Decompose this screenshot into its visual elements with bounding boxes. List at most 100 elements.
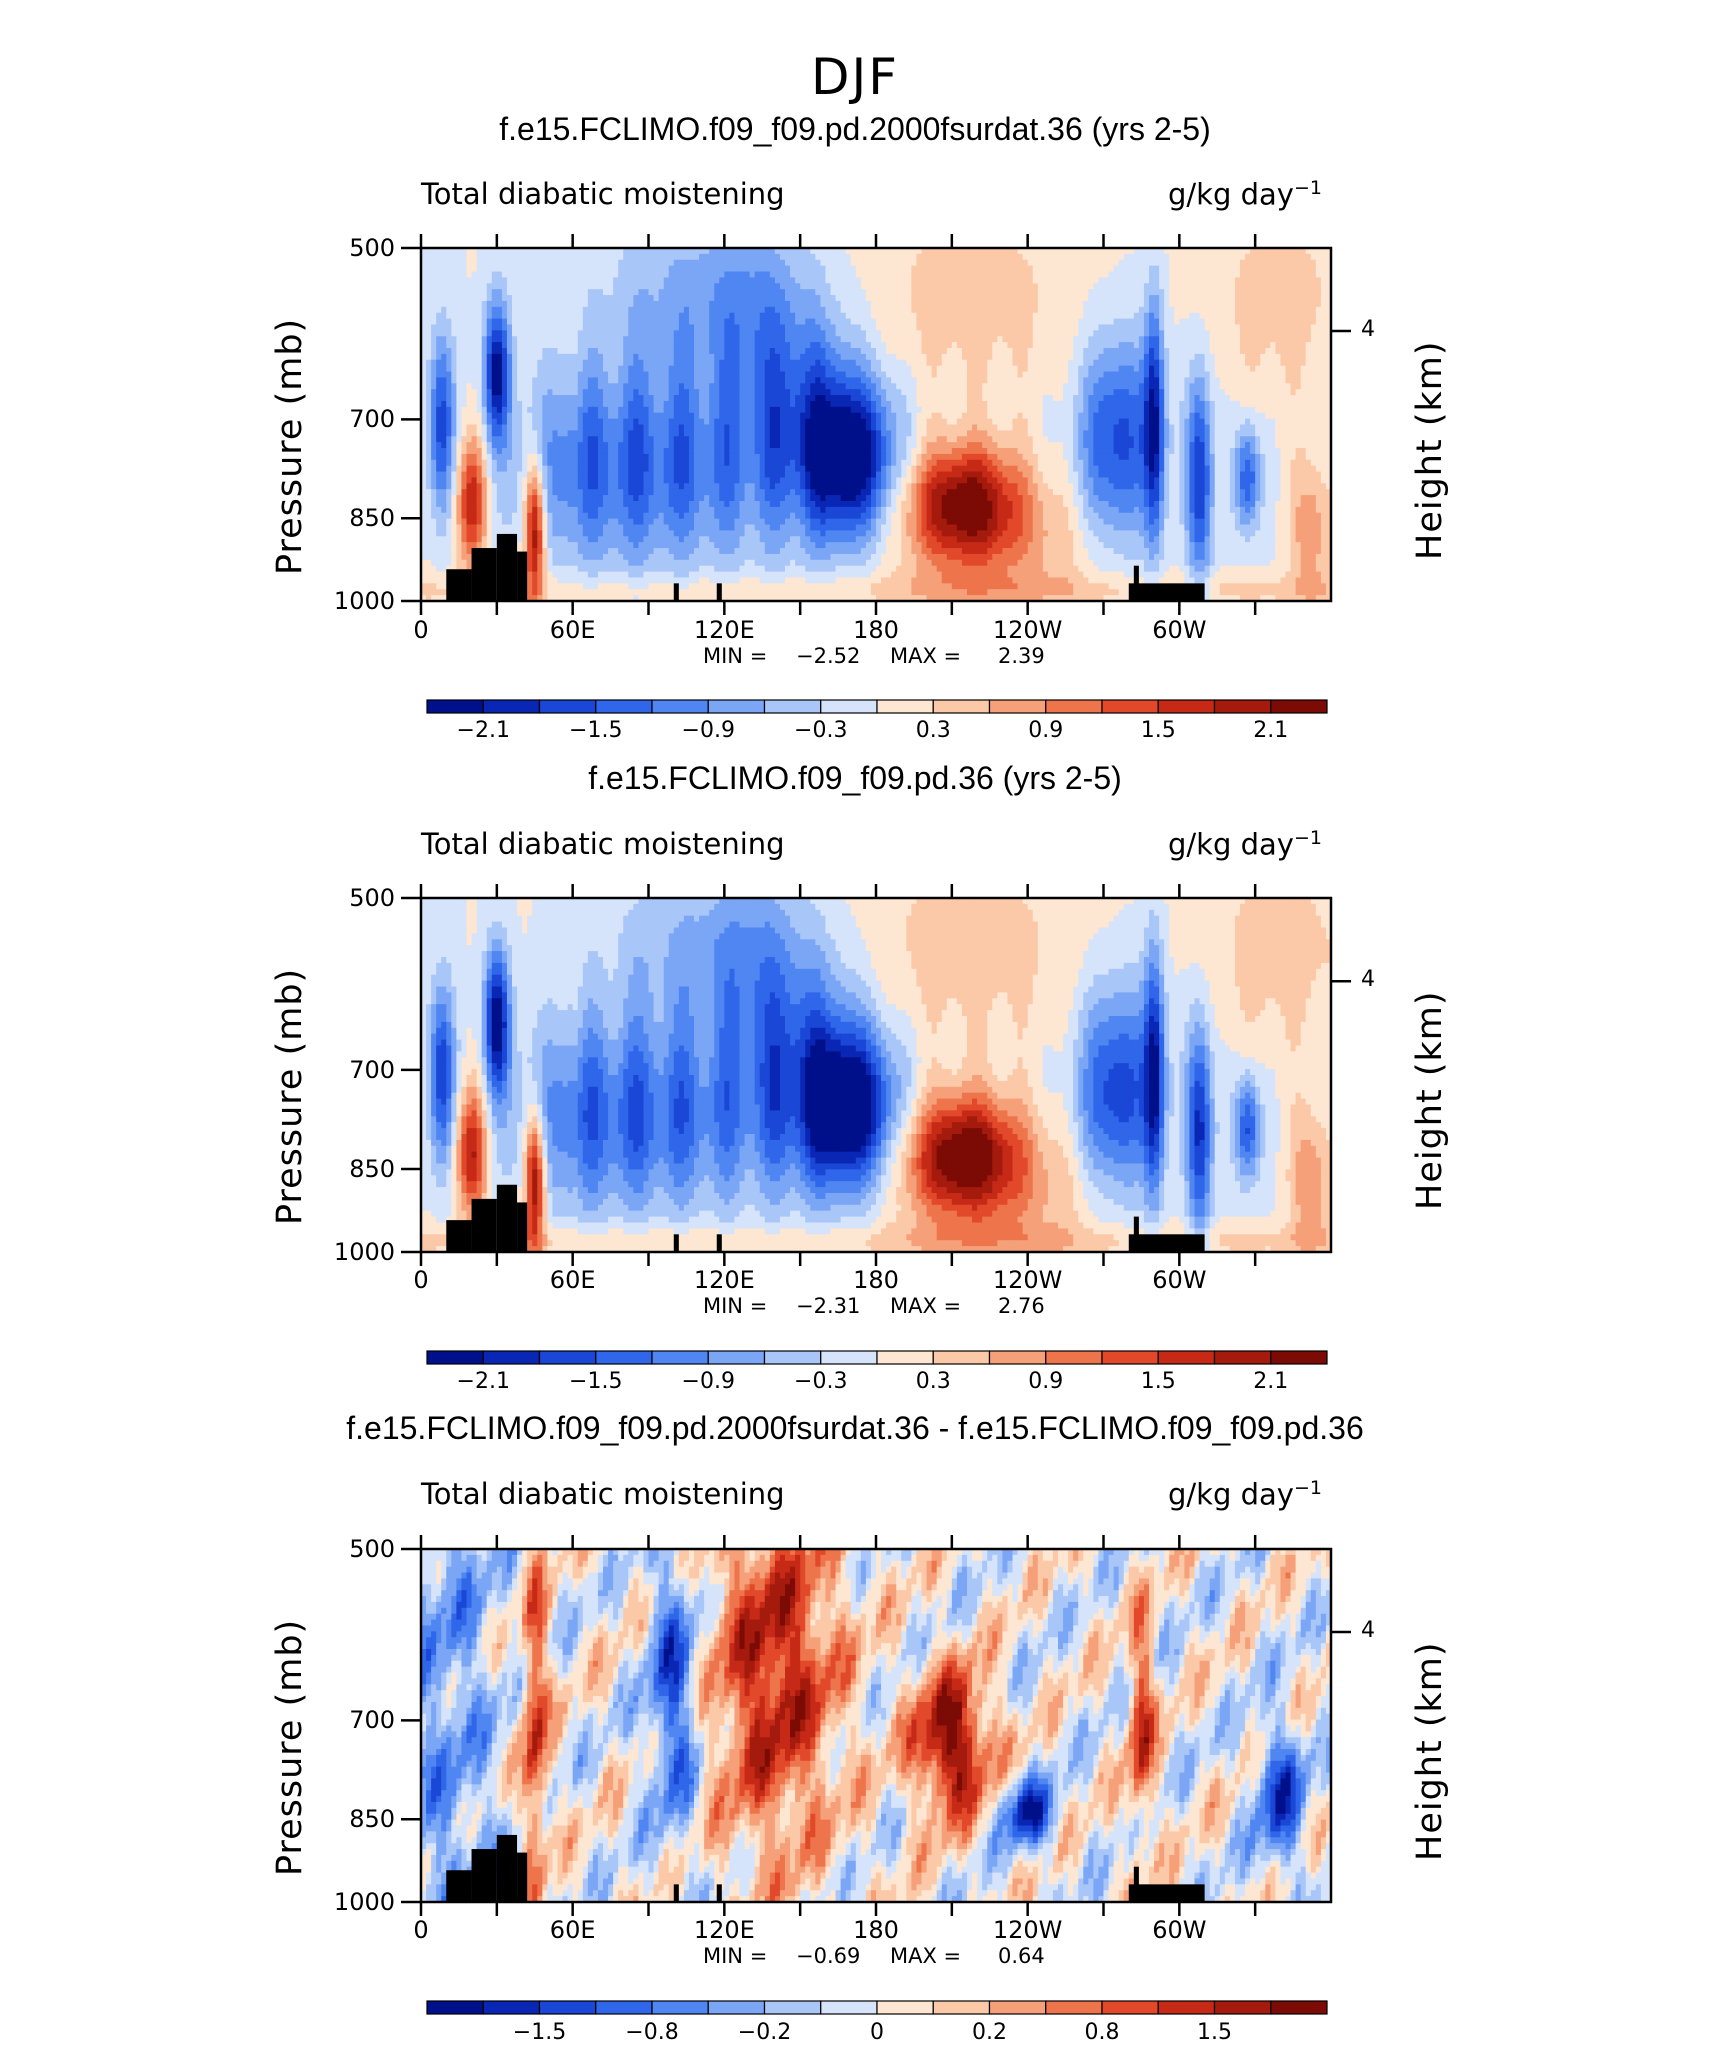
- heatmap-cell: [967, 348, 973, 354]
- heatmap-cell: [517, 395, 523, 401]
- heatmap-cell: [1093, 383, 1099, 389]
- heatmap-cell: [886, 324, 892, 330]
- heatmap-cell: [740, 383, 746, 389]
- heatmap-cell: [1270, 313, 1276, 319]
- heatmap-cell: [1154, 372, 1160, 378]
- heatmap-cell: [532, 377, 538, 383]
- heatmap-cell: [927, 330, 933, 336]
- heatmap-cell: [790, 407, 796, 413]
- heatmap-cell: [992, 260, 998, 266]
- heatmap-cell: [856, 389, 862, 395]
- heatmap-cell: [1179, 330, 1185, 336]
- heatmap-cell: [1109, 342, 1115, 348]
- heatmap-cell: [1038, 260, 1044, 266]
- heatmap-cell: [982, 342, 988, 348]
- heatmap-cell: [901, 366, 907, 372]
- heatmap-cell: [618, 330, 624, 336]
- heatmap-cell: [932, 272, 938, 278]
- heatmap-cell: [1063, 266, 1069, 272]
- heatmap-cell: [1210, 313, 1216, 319]
- heatmap-cell: [522, 395, 528, 401]
- heatmap-cell: [1235, 330, 1241, 336]
- heatmap-cell: [714, 372, 720, 378]
- heatmap-cell: [699, 254, 705, 260]
- heatmap-cell: [1083, 319, 1089, 325]
- heatmap-cell: [517, 407, 523, 413]
- heatmap-cell: [1154, 383, 1160, 389]
- heatmap-cell: [1301, 360, 1307, 366]
- heatmap-cell: [1139, 254, 1145, 260]
- heatmap-cell: [1068, 401, 1074, 407]
- heatmap-cell: [1093, 377, 1099, 383]
- heatmap-cell: [729, 366, 735, 372]
- heatmap-cell: [1265, 283, 1271, 289]
- heatmap-cell: [861, 266, 867, 272]
- heatmap-cell: [603, 289, 609, 295]
- heatmap-cell: [598, 295, 604, 301]
- heatmap-cell: [1169, 401, 1175, 407]
- heatmap-cell: [679, 377, 685, 383]
- heatmap-cell: [876, 407, 882, 413]
- heatmap-cell: [886, 377, 892, 383]
- heatmap-cell: [1275, 360, 1281, 366]
- heatmap-cell: [552, 354, 558, 360]
- heatmap-cell: [901, 289, 907, 295]
- heatmap-cell: [770, 401, 776, 407]
- heatmap-cell: [846, 407, 852, 413]
- heatmap-cell: [588, 389, 594, 395]
- heatmap-cell: [563, 283, 569, 289]
- heatmap-cell: [502, 366, 508, 372]
- heatmap-cell: [1250, 266, 1256, 272]
- heatmap-cell: [881, 377, 887, 383]
- heatmap-cell: [891, 260, 897, 266]
- heatmap-cell: [1275, 313, 1281, 319]
- heatmap-cell: [431, 342, 437, 348]
- heatmap-cell: [1159, 272, 1165, 278]
- heatmap-cell: [689, 313, 695, 319]
- heatmap-cell: [729, 383, 735, 389]
- heatmap-cell: [547, 389, 553, 395]
- heatmap-cell: [1306, 272, 1312, 278]
- heatmap-cell: [1114, 272, 1120, 278]
- heatmap-cell: [1225, 319, 1231, 325]
- heatmap-cell: [1220, 289, 1226, 295]
- heatmap-cell: [1240, 277, 1246, 283]
- heatmap-cell: [552, 324, 558, 330]
- heatmap-cell: [977, 289, 983, 295]
- heatmap-cell: [638, 389, 644, 395]
- heatmap-cell: [608, 266, 614, 272]
- heatmap-cell: [1048, 272, 1054, 278]
- heatmap-cell: [532, 277, 538, 283]
- heatmap-cell: [810, 360, 816, 366]
- heatmap-cell: [1235, 266, 1241, 272]
- heatmap-cell: [588, 354, 594, 360]
- heatmap-cell: [790, 301, 796, 307]
- heatmap-cell: [750, 260, 756, 266]
- heatmap-cell: [876, 319, 882, 325]
- heatmap-cell: [785, 324, 791, 330]
- heatmap-cell: [1093, 366, 1099, 372]
- heatmap-cell: [1275, 377, 1281, 383]
- heatmap-cell: [1023, 319, 1029, 325]
- heatmap-cell: [649, 313, 655, 319]
- heatmap-cell: [922, 277, 928, 283]
- heatmap-cell: [1291, 336, 1297, 342]
- heatmap-cell: [1169, 372, 1175, 378]
- heatmap-cell: [947, 360, 953, 366]
- heatmap-cell: [552, 407, 558, 413]
- heatmap-cell: [997, 272, 1003, 278]
- heatmap-cell: [927, 307, 933, 313]
- heatmap-cell: [1296, 383, 1302, 389]
- heatmap-cell: [623, 324, 629, 330]
- heatmap-cell: [922, 313, 928, 319]
- heatmap-cell: [846, 383, 852, 389]
- heatmap-cell: [1301, 389, 1307, 395]
- heatmap-cell: [1068, 277, 1074, 283]
- heatmap-cell: [1260, 295, 1266, 301]
- heatmap-cell: [532, 307, 538, 313]
- heatmap-cell: [502, 348, 508, 354]
- heatmap-cell: [714, 377, 720, 383]
- heatmap-cell: [760, 395, 766, 401]
- heatmap-cell: [664, 372, 670, 378]
- heatmap-cell: [800, 407, 806, 413]
